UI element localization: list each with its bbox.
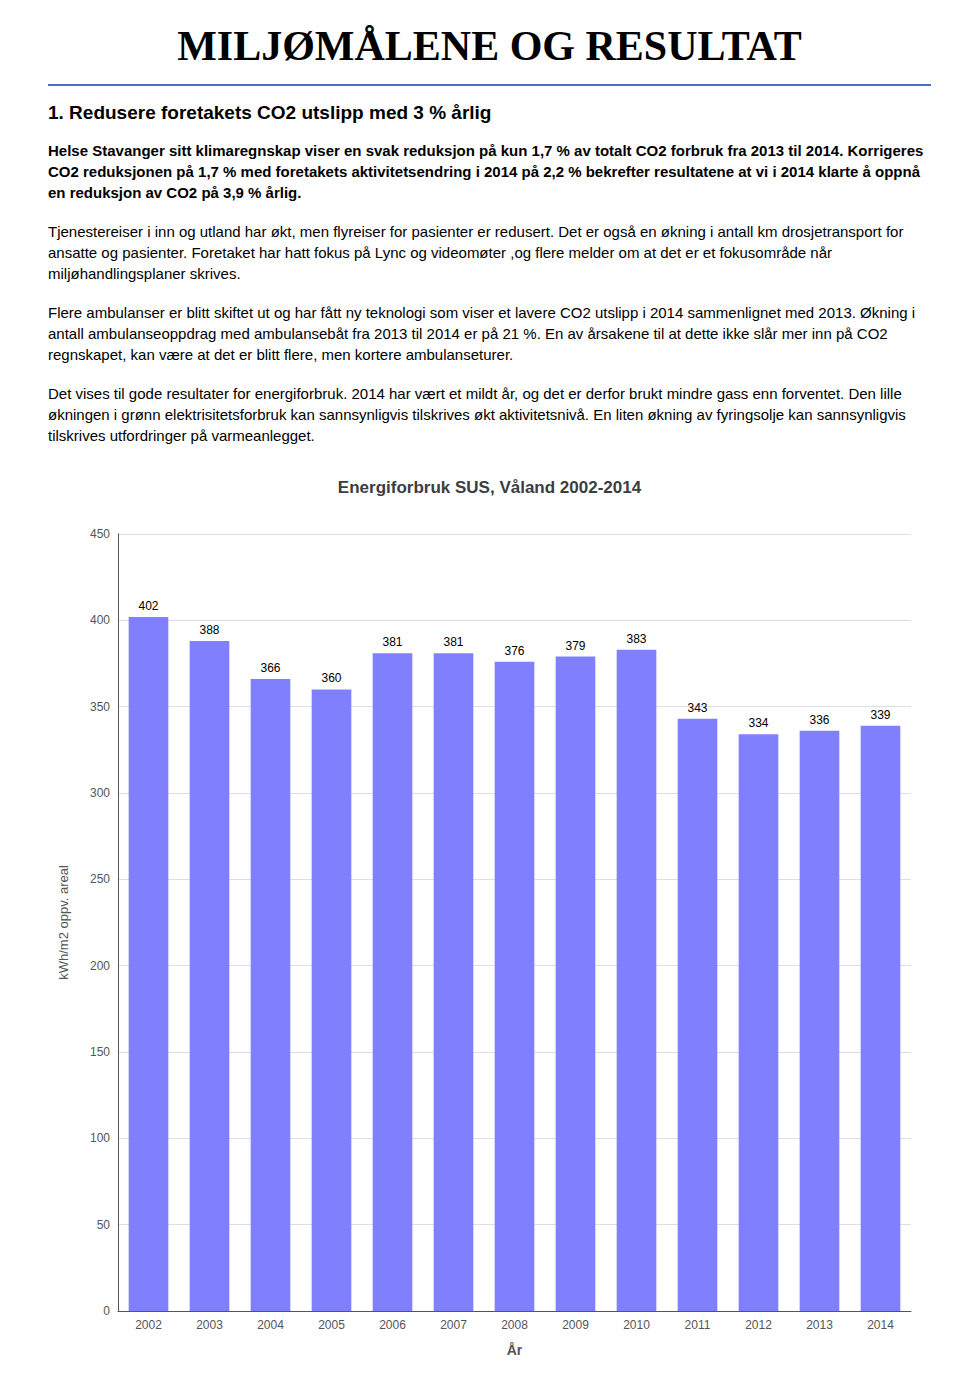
svg-text:kWh/m2 oppv. areal: kWh/m2 oppv. areal — [56, 865, 71, 980]
svg-text:0: 0 — [103, 1304, 110, 1318]
html-text:Flere ambulanser er blitt skif: Flere ambulanser er blitt skiftet ut og … — [48, 304, 916, 363]
html-text:Tjenestereiser i inn og utland: Tjenestereiser i inn og utland har økt, … — [48, 223, 904, 282]
svg-text:2003: 2003 — [196, 1318, 223, 1332]
svg-text:150: 150 — [90, 1045, 110, 1059]
html-text:Det vises til gode resultater: Det vises til gode resultater for energi… — [48, 385, 906, 444]
html-text:MILJØMÅLENE OG RESULTAT: MILJØMÅLENE OG RESULTAT — [177, 23, 802, 69]
svg-text:2009: 2009 — [562, 1318, 589, 1332]
svg-text:2006: 2006 — [379, 1318, 406, 1332]
svg-text:2012: 2012 — [745, 1318, 772, 1332]
svg-text:2007: 2007 — [440, 1318, 467, 1332]
svg-text:388: 388 — [199, 623, 219, 637]
svg-text:339: 339 — [870, 708, 890, 722]
svg-text:350: 350 — [90, 700, 110, 714]
svg-text:Energiforbruk SUS, Våland 2002: Energiforbruk SUS, Våland 2002-2014 — [338, 478, 642, 497]
svg-text:450: 450 — [90, 527, 110, 541]
svg-text:2008: 2008 — [501, 1318, 528, 1332]
svg-text:200: 200 — [90, 959, 110, 973]
svg-text:381: 381 — [443, 635, 463, 649]
svg-text:2013: 2013 — [806, 1318, 833, 1332]
svg-text:402: 402 — [138, 599, 158, 613]
svg-text:2014: 2014 — [867, 1318, 894, 1332]
svg-text:376: 376 — [504, 644, 524, 658]
svg-text:360: 360 — [321, 671, 341, 685]
svg-text:343: 343 — [687, 701, 707, 715]
svg-text:400: 400 — [90, 613, 110, 627]
svg-text:2005: 2005 — [318, 1318, 345, 1332]
svg-text:2011: 2011 — [685, 1318, 711, 1332]
svg-text:379: 379 — [565, 639, 585, 653]
svg-text:336: 336 — [809, 713, 829, 727]
svg-text:300: 300 — [90, 786, 110, 800]
svg-text:År: År — [507, 1342, 523, 1358]
html-text:1. Redusere foretakets CO2 uts: 1. Redusere foretakets CO2 utslipp med 3… — [48, 102, 492, 123]
svg-text:2004: 2004 — [257, 1318, 284, 1332]
svg-text:366: 366 — [260, 661, 280, 675]
html-text:Helse Stavanger sitt klimaregn: Helse Stavanger sitt klimaregnskap viser… — [48, 142, 924, 201]
svg-text:250: 250 — [90, 872, 110, 886]
svg-text:2010: 2010 — [623, 1318, 650, 1332]
svg-text:50: 50 — [97, 1218, 111, 1232]
svg-text:381: 381 — [382, 635, 402, 649]
svg-text:383: 383 — [626, 632, 646, 646]
svg-text:2002: 2002 — [135, 1318, 162, 1332]
svg-text:334: 334 — [748, 716, 768, 730]
svg-text:100: 100 — [90, 1131, 110, 1145]
